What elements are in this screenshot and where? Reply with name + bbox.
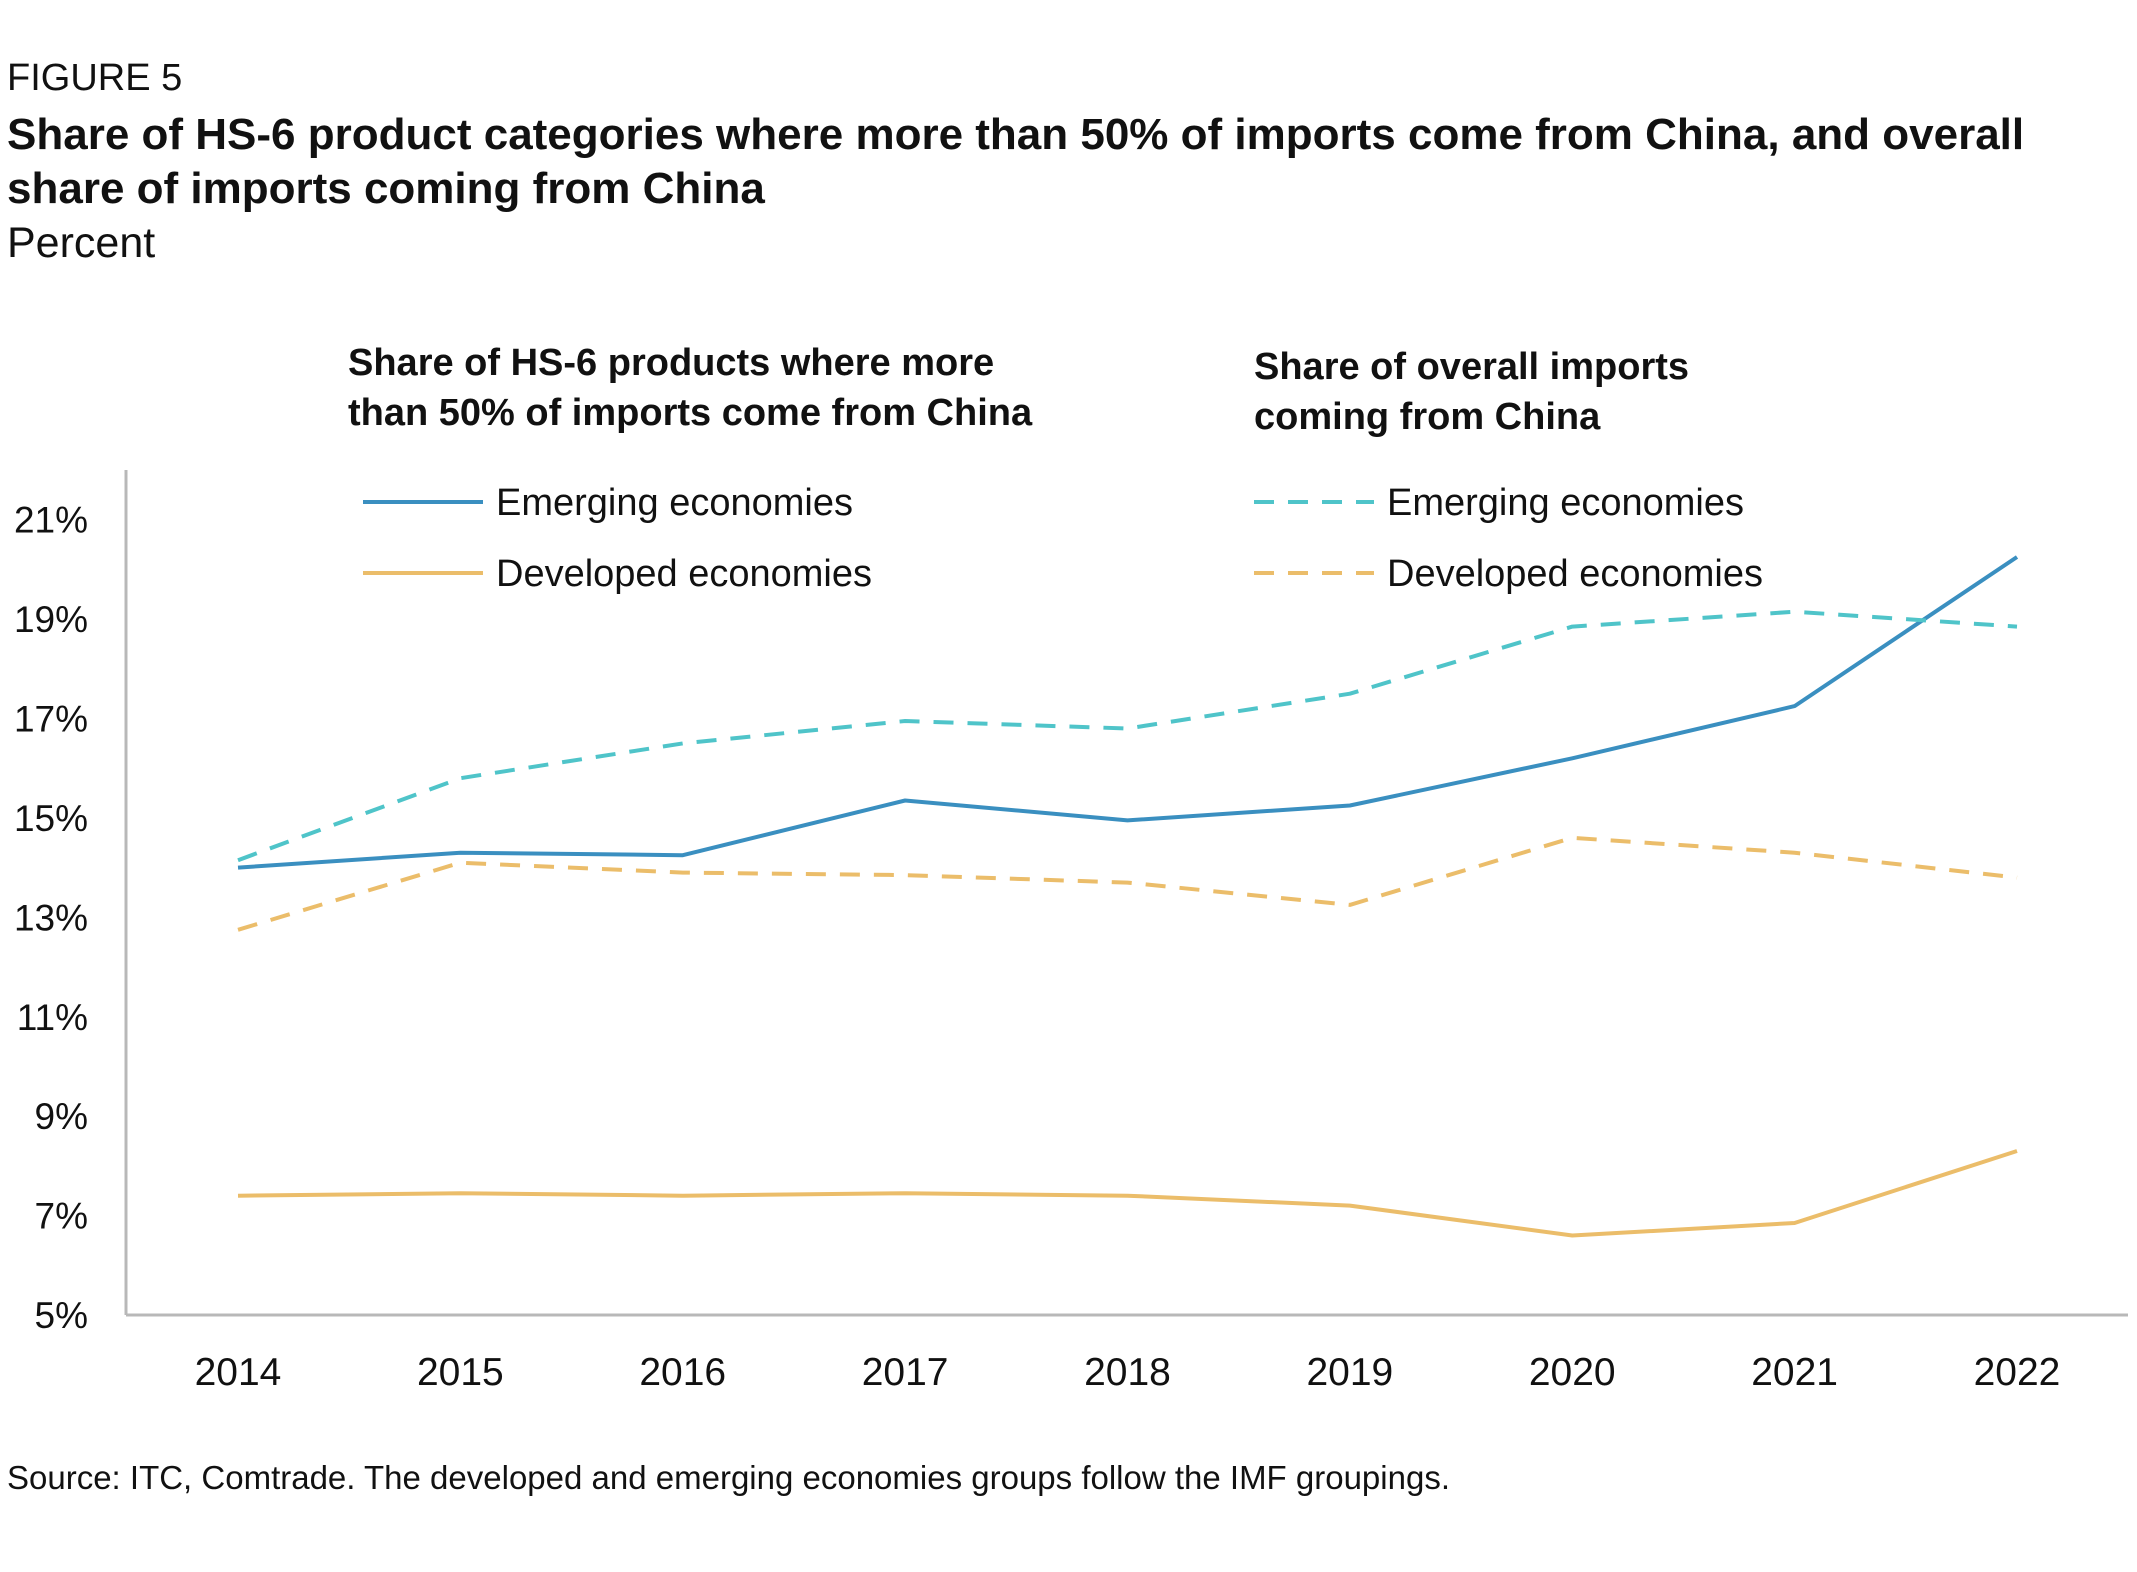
figure-label: FIGURE 5 bbox=[7, 57, 183, 99]
x-tick-label: 2020 bbox=[1529, 1351, 1616, 1394]
legend-entry-label: Emerging economies bbox=[1387, 482, 1744, 524]
series-line-hs6-developed bbox=[237, 1149, 2018, 1238]
legend-heading-line: than 50% of imports come from China bbox=[348, 392, 1033, 434]
y-tick-label: 11% bbox=[17, 997, 88, 1038]
series-line-hs6-emerging bbox=[237, 555, 2019, 870]
x-tick-label: 2019 bbox=[1306, 1351, 1393, 1394]
x-tick-label: 2016 bbox=[639, 1351, 726, 1394]
series-layer bbox=[237, 555, 2019, 1238]
x-tick-label: 2015 bbox=[417, 1351, 504, 1394]
y-tick-label: 19% bbox=[14, 599, 88, 640]
y-tick-label: 13% bbox=[14, 897, 88, 938]
y-tick-label: 17% bbox=[14, 699, 88, 740]
y-tick-label: 21% bbox=[14, 500, 88, 541]
x-tick-label: 2014 bbox=[195, 1351, 282, 1394]
y-tick-label: 9% bbox=[35, 1096, 88, 1137]
y-tick-label: 15% bbox=[14, 798, 88, 839]
series-line-overall-emerging bbox=[237, 609, 2018, 863]
legend-entry-label: Emerging economies bbox=[496, 482, 853, 524]
y-tick-label: 7% bbox=[35, 1196, 88, 1237]
legend-entry-label: Developed economies bbox=[496, 553, 872, 595]
x-tick-label: 2017 bbox=[862, 1351, 949, 1394]
chart-axes: 5% 7% 9% 11% 13% 15% 17% 19% 21% 2014 2015 2016 2017… bbox=[14, 470, 2128, 1394]
line-chart: 5% 7% 9% 11% 13% 15% 17% 19% 21% 2014 2015 2016 2017… bbox=[14, 342, 2128, 1394]
x-tick-label: 2021 bbox=[1751, 1351, 1838, 1394]
legend-heading-line: Share of HS-6 products where more bbox=[348, 342, 994, 384]
legend-heading-line: Share of overall imports bbox=[1254, 346, 1689, 388]
legend: Share of HS-6 products where more than 50… bbox=[348, 342, 1763, 595]
legend-entry-label: Developed economies bbox=[1387, 553, 1763, 595]
source-note: Source: ITC, Comtrade. The developed and… bbox=[7, 1459, 1450, 1496]
x-tick-label: 2022 bbox=[1974, 1351, 2061, 1394]
x-tick-label: 2018 bbox=[1084, 1351, 1171, 1394]
y-tick-label: 5% bbox=[35, 1295, 88, 1336]
chart-subtitle: Percent bbox=[7, 219, 156, 267]
chart-title: Share of HS-6 product categories where m… bbox=[7, 110, 2025, 213]
series-line-overall-developed bbox=[237, 835, 2018, 932]
legend-heading-line: coming from China bbox=[1254, 396, 1601, 438]
